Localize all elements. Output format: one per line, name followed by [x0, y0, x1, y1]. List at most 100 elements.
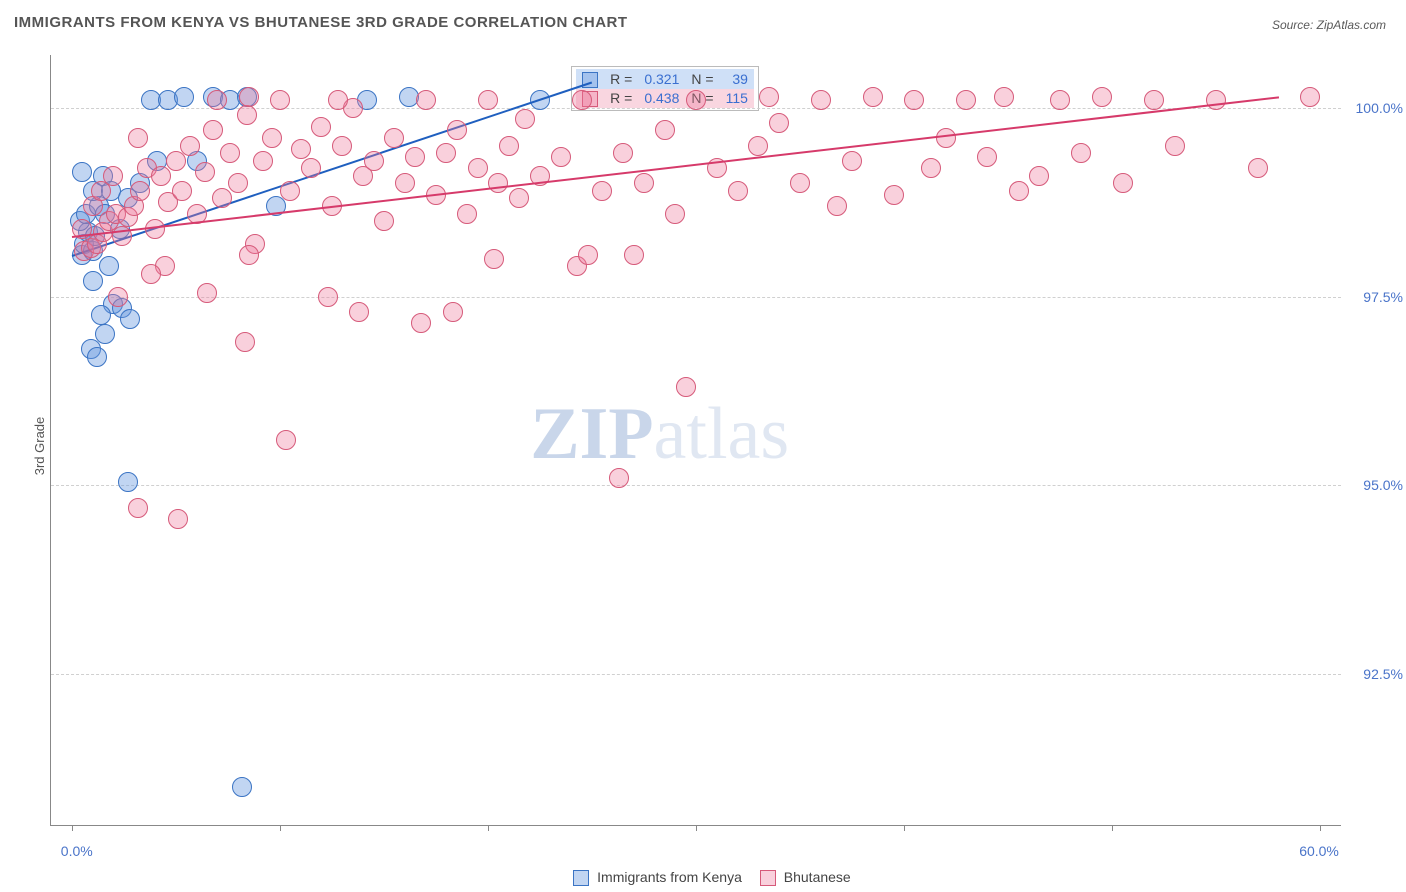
chart-title: IMMIGRANTS FROM KENYA VS BHUTANESE 3RD G… [14, 14, 628, 31]
y-tick-label: 95.0% [1363, 477, 1403, 493]
data-point [686, 90, 706, 110]
data-point [748, 136, 768, 156]
data-point [1144, 90, 1164, 110]
data-point [291, 139, 311, 159]
data-point [790, 173, 810, 193]
data-point [72, 162, 92, 182]
data-point [83, 271, 103, 291]
data-point [180, 136, 200, 156]
data-point [99, 256, 119, 276]
legend-bottom: Immigrants from Kenya Bhutanese [0, 869, 1406, 886]
x-tick [72, 825, 73, 831]
data-point [395, 173, 415, 193]
data-point [220, 143, 240, 163]
data-point [318, 287, 338, 307]
x-tick [904, 825, 905, 831]
data-point [1009, 181, 1029, 201]
data-point [232, 777, 252, 797]
gridline [51, 485, 1341, 486]
x-tick [696, 825, 697, 831]
data-point [384, 128, 404, 148]
data-point [665, 204, 685, 224]
data-point [411, 313, 431, 333]
data-point [1248, 158, 1268, 178]
data-point [311, 117, 331, 137]
data-point [936, 128, 956, 148]
data-point [203, 120, 223, 140]
data-point [151, 166, 171, 186]
watermark: ZIPatlas [530, 392, 789, 477]
data-point [468, 158, 488, 178]
x-axis-min-label: 0.0% [61, 843, 93, 859]
legend-label: Bhutanese [784, 869, 851, 885]
y-tick-label: 97.5% [1363, 289, 1403, 305]
data-point [103, 166, 123, 186]
data-point [1206, 90, 1226, 110]
gridline [51, 297, 1341, 298]
data-point [207, 90, 227, 110]
data-point [91, 305, 111, 325]
data-point [842, 151, 862, 171]
data-point [172, 181, 192, 201]
y-axis-label: 3rd Grade [32, 417, 47, 476]
data-point [551, 147, 571, 167]
data-point [728, 181, 748, 201]
data-point [769, 113, 789, 133]
data-point [130, 181, 150, 201]
data-point [994, 87, 1014, 107]
data-point [759, 87, 779, 107]
y-tick-label: 92.5% [1363, 666, 1403, 682]
data-point [262, 128, 282, 148]
data-point [301, 158, 321, 178]
data-point [515, 109, 535, 129]
data-point [443, 302, 463, 322]
data-point [484, 249, 504, 269]
data-point [141, 264, 161, 284]
data-point [374, 211, 394, 231]
data-point [447, 120, 467, 140]
data-point [128, 128, 148, 148]
data-point [578, 245, 598, 265]
data-point [624, 245, 644, 265]
y-tick-label: 100.0% [1356, 100, 1403, 116]
data-point [212, 188, 232, 208]
data-point [457, 204, 477, 224]
data-point [95, 324, 115, 344]
data-point [904, 90, 924, 110]
data-point [827, 196, 847, 216]
data-point [478, 90, 498, 110]
data-point [592, 181, 612, 201]
legend-label: Immigrants from Kenya [597, 869, 742, 885]
data-point [270, 90, 290, 110]
data-point [118, 472, 138, 492]
data-point [1092, 87, 1112, 107]
data-point [168, 509, 188, 529]
data-point [509, 188, 529, 208]
data-point [1071, 143, 1091, 163]
data-point [239, 87, 259, 107]
legend-swatch [760, 870, 776, 886]
data-point [811, 90, 831, 110]
source-credit: Source: ZipAtlas.com [1272, 18, 1386, 32]
data-point [280, 181, 300, 201]
data-point [195, 162, 215, 182]
data-point [166, 151, 186, 171]
x-tick [1112, 825, 1113, 831]
data-point [416, 90, 436, 110]
data-point [1029, 166, 1049, 186]
data-point [328, 90, 348, 110]
data-point [364, 151, 384, 171]
data-point [634, 173, 654, 193]
x-axis-max-label: 60.0% [1299, 843, 1339, 859]
data-point [1300, 87, 1320, 107]
data-point [488, 173, 508, 193]
x-tick [1320, 825, 1321, 831]
data-point [228, 173, 248, 193]
data-point [349, 302, 369, 322]
gridline [51, 674, 1341, 675]
data-point [884, 185, 904, 205]
stats-box: R =0.321N =39R =0.438N =115 [571, 66, 759, 111]
data-point [174, 87, 194, 107]
data-point [572, 90, 592, 110]
data-point [436, 143, 456, 163]
